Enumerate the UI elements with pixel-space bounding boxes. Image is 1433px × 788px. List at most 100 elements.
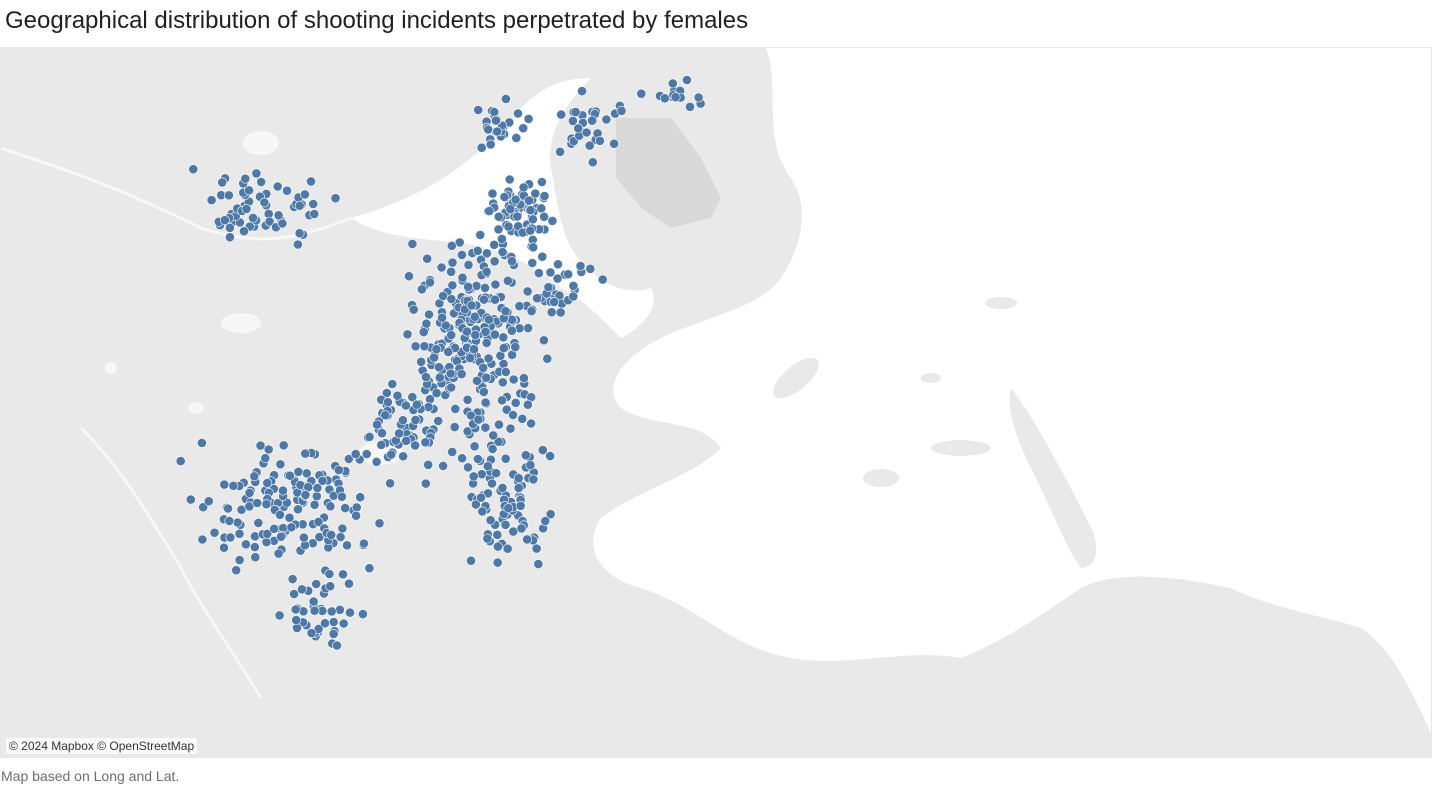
incident-marker[interactable] [492, 529, 503, 540]
incident-marker[interactable] [261, 499, 272, 510]
incident-marker[interactable] [462, 326, 472, 337]
incident-marker[interactable] [239, 226, 249, 237]
map-attribution[interactable]: © 2024 Mapbox © OpenStreetMap [6, 738, 198, 754]
incident-marker[interactable] [510, 397, 521, 408]
incident-marker[interactable] [371, 456, 382, 467]
incident-marker[interactable] [493, 211, 504, 222]
incident-marker[interactable] [508, 526, 519, 537]
incident-marker[interactable] [217, 177, 228, 188]
incident-marker[interactable] [528, 242, 539, 253]
incident-marker[interactable] [469, 344, 479, 355]
incident-marker[interactable] [570, 107, 581, 117]
incident-marker[interactable] [410, 414, 421, 425]
incident-marker[interactable] [294, 200, 305, 211]
incident-marker[interactable] [480, 397, 491, 408]
incident-marker[interactable] [372, 419, 382, 430]
incident-marker[interactable] [446, 266, 456, 277]
incident-marker[interactable] [457, 272, 468, 283]
incident-marker[interactable] [240, 173, 251, 184]
incident-marker[interactable] [387, 379, 398, 389]
incident-marker[interactable] [424, 309, 434, 320]
incident-marker[interactable] [241, 203, 252, 214]
incident-marker[interactable] [312, 483, 323, 493]
incident-marker[interactable] [528, 214, 538, 225]
incident-marker[interactable] [478, 386, 489, 397]
incident-marker[interactable] [411, 399, 422, 410]
incident-marker[interactable] [533, 559, 544, 569]
incident-marker[interactable] [487, 444, 498, 454]
incident-marker[interactable] [293, 466, 304, 477]
incident-marker[interactable] [457, 453, 467, 464]
incident-marker[interactable] [308, 596, 319, 607]
incident-marker[interactable] [292, 239, 303, 250]
incident-marker[interactable] [523, 114, 534, 124]
incident-marker[interactable] [670, 92, 681, 103]
incident-marker[interactable] [573, 123, 584, 134]
incident-marker[interactable] [682, 75, 692, 85]
incident-marker[interactable] [253, 517, 264, 528]
incident-marker[interactable] [351, 502, 362, 513]
incident-marker[interactable] [510, 342, 521, 352]
incident-marker[interactable] [197, 534, 208, 545]
incident-marker[interactable] [290, 604, 301, 615]
incident-marker[interactable] [587, 157, 598, 168]
incident-marker[interactable] [498, 332, 509, 343]
incident-marker[interactable] [376, 439, 387, 450]
map-canvas[interactable] [1, 48, 1432, 758]
incident-marker[interactable] [398, 451, 408, 462]
incident-marker[interactable] [492, 557, 503, 568]
incident-marker[interactable] [597, 274, 608, 285]
incident-marker[interactable] [466, 410, 476, 421]
incident-marker[interactable] [433, 415, 444, 426]
incident-marker[interactable] [447, 280, 458, 291]
incident-marker[interactable] [300, 448, 311, 459]
incident-marker[interactable] [438, 460, 448, 471]
incident-marker[interactable] [225, 532, 236, 543]
incident-marker[interactable] [530, 188, 541, 199]
incident-marker[interactable] [466, 300, 477, 311]
incident-marker[interactable] [334, 604, 345, 615]
incident-marker[interactable] [468, 471, 479, 482]
incident-marker[interactable] [437, 312, 447, 323]
incident-marker[interactable] [325, 501, 336, 512]
incident-marker[interactable] [478, 294, 489, 305]
incident-marker[interactable] [188, 164, 199, 175]
incident-marker[interactable] [299, 189, 310, 200]
incident-marker[interactable] [503, 503, 514, 514]
incident-marker[interactable] [434, 362, 444, 373]
incident-marker[interactable] [505, 204, 516, 214]
incident-marker[interactable] [487, 188, 498, 199]
incident-marker[interactable] [519, 373, 529, 383]
incident-marker[interactable] [338, 618, 349, 629]
incident-marker[interactable] [416, 284, 427, 295]
incident-marker[interactable] [483, 124, 494, 135]
incident-marker[interactable] [516, 523, 527, 534]
incident-marker[interactable] [500, 453, 511, 464]
incident-marker[interactable] [470, 330, 481, 340]
incident-marker[interactable] [547, 215, 558, 226]
incident-marker[interactable] [277, 218, 288, 229]
incident-marker[interactable] [397, 415, 408, 426]
incident-marker[interactable] [306, 628, 317, 638]
incident-marker[interactable] [537, 177, 547, 187]
incident-marker[interactable] [275, 459, 286, 470]
incident-marker[interactable] [456, 369, 467, 379]
incident-marker[interactable] [273, 210, 284, 221]
incident-marker[interactable] [487, 478, 497, 489]
incident-marker[interactable] [402, 329, 413, 340]
incident-marker[interactable] [401, 435, 412, 446]
incident-marker[interactable] [224, 232, 235, 243]
incident-marker[interactable] [540, 516, 551, 526]
incident-marker[interactable] [497, 377, 508, 388]
incident-marker[interactable] [328, 629, 339, 639]
incident-marker[interactable] [470, 499, 481, 510]
incident-marker[interactable] [636, 88, 647, 99]
incident-marker[interactable] [568, 291, 579, 302]
incident-marker[interactable] [410, 341, 421, 352]
incident-marker[interactable] [219, 479, 230, 490]
incident-marker[interactable] [577, 86, 587, 96]
incident-marker[interactable] [527, 258, 538, 268]
incident-marker[interactable] [313, 516, 324, 527]
incident-marker[interactable] [306, 176, 316, 187]
incident-marker[interactable] [498, 343, 509, 353]
